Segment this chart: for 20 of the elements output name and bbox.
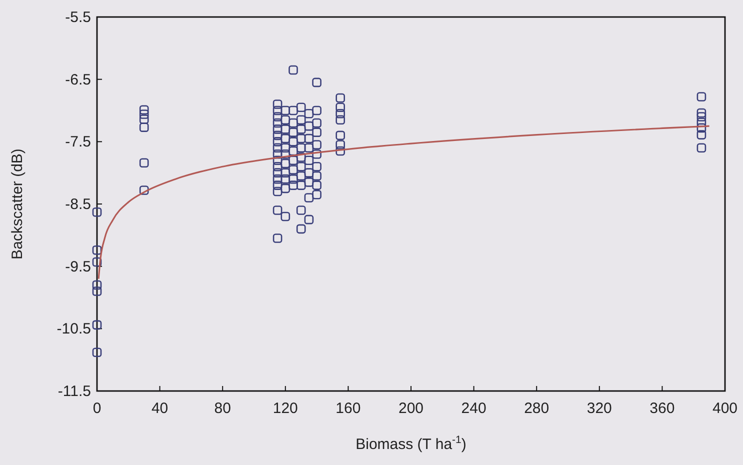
x-tick-label: 400: [712, 400, 738, 417]
x-tick-label: 280: [524, 400, 550, 417]
y-tick-label: -9.5: [65, 258, 91, 276]
y-axis-title: Backscatter (dB): [9, 148, 26, 260]
x-axis-title: Biomass (T ha$^{-1}$): [356, 434, 466, 453]
x-tick-label: 0: [92, 400, 102, 417]
y-tick-label: -10.5: [56, 320, 91, 338]
x-tick-label: 160: [336, 400, 361, 417]
y-tick-label: -6.5: [65, 71, 91, 88]
x-tick-label: 240: [461, 400, 486, 417]
x-tick-label: 40: [151, 400, 168, 417]
y-tick-label: -8.5: [65, 196, 91, 213]
x-tick-label: 360: [650, 400, 675, 417]
x-tick-label: 320: [586, 400, 612, 417]
x-tick-label: 80: [214, 400, 231, 417]
x-tick-label: 200: [398, 400, 424, 417]
y-tick-label: -5.5: [65, 9, 91, 26]
y-tick-label: -11.5: [58, 383, 91, 400]
x-tick-label: 120: [272, 400, 298, 417]
y-tick-label: -7.5: [65, 134, 91, 151]
